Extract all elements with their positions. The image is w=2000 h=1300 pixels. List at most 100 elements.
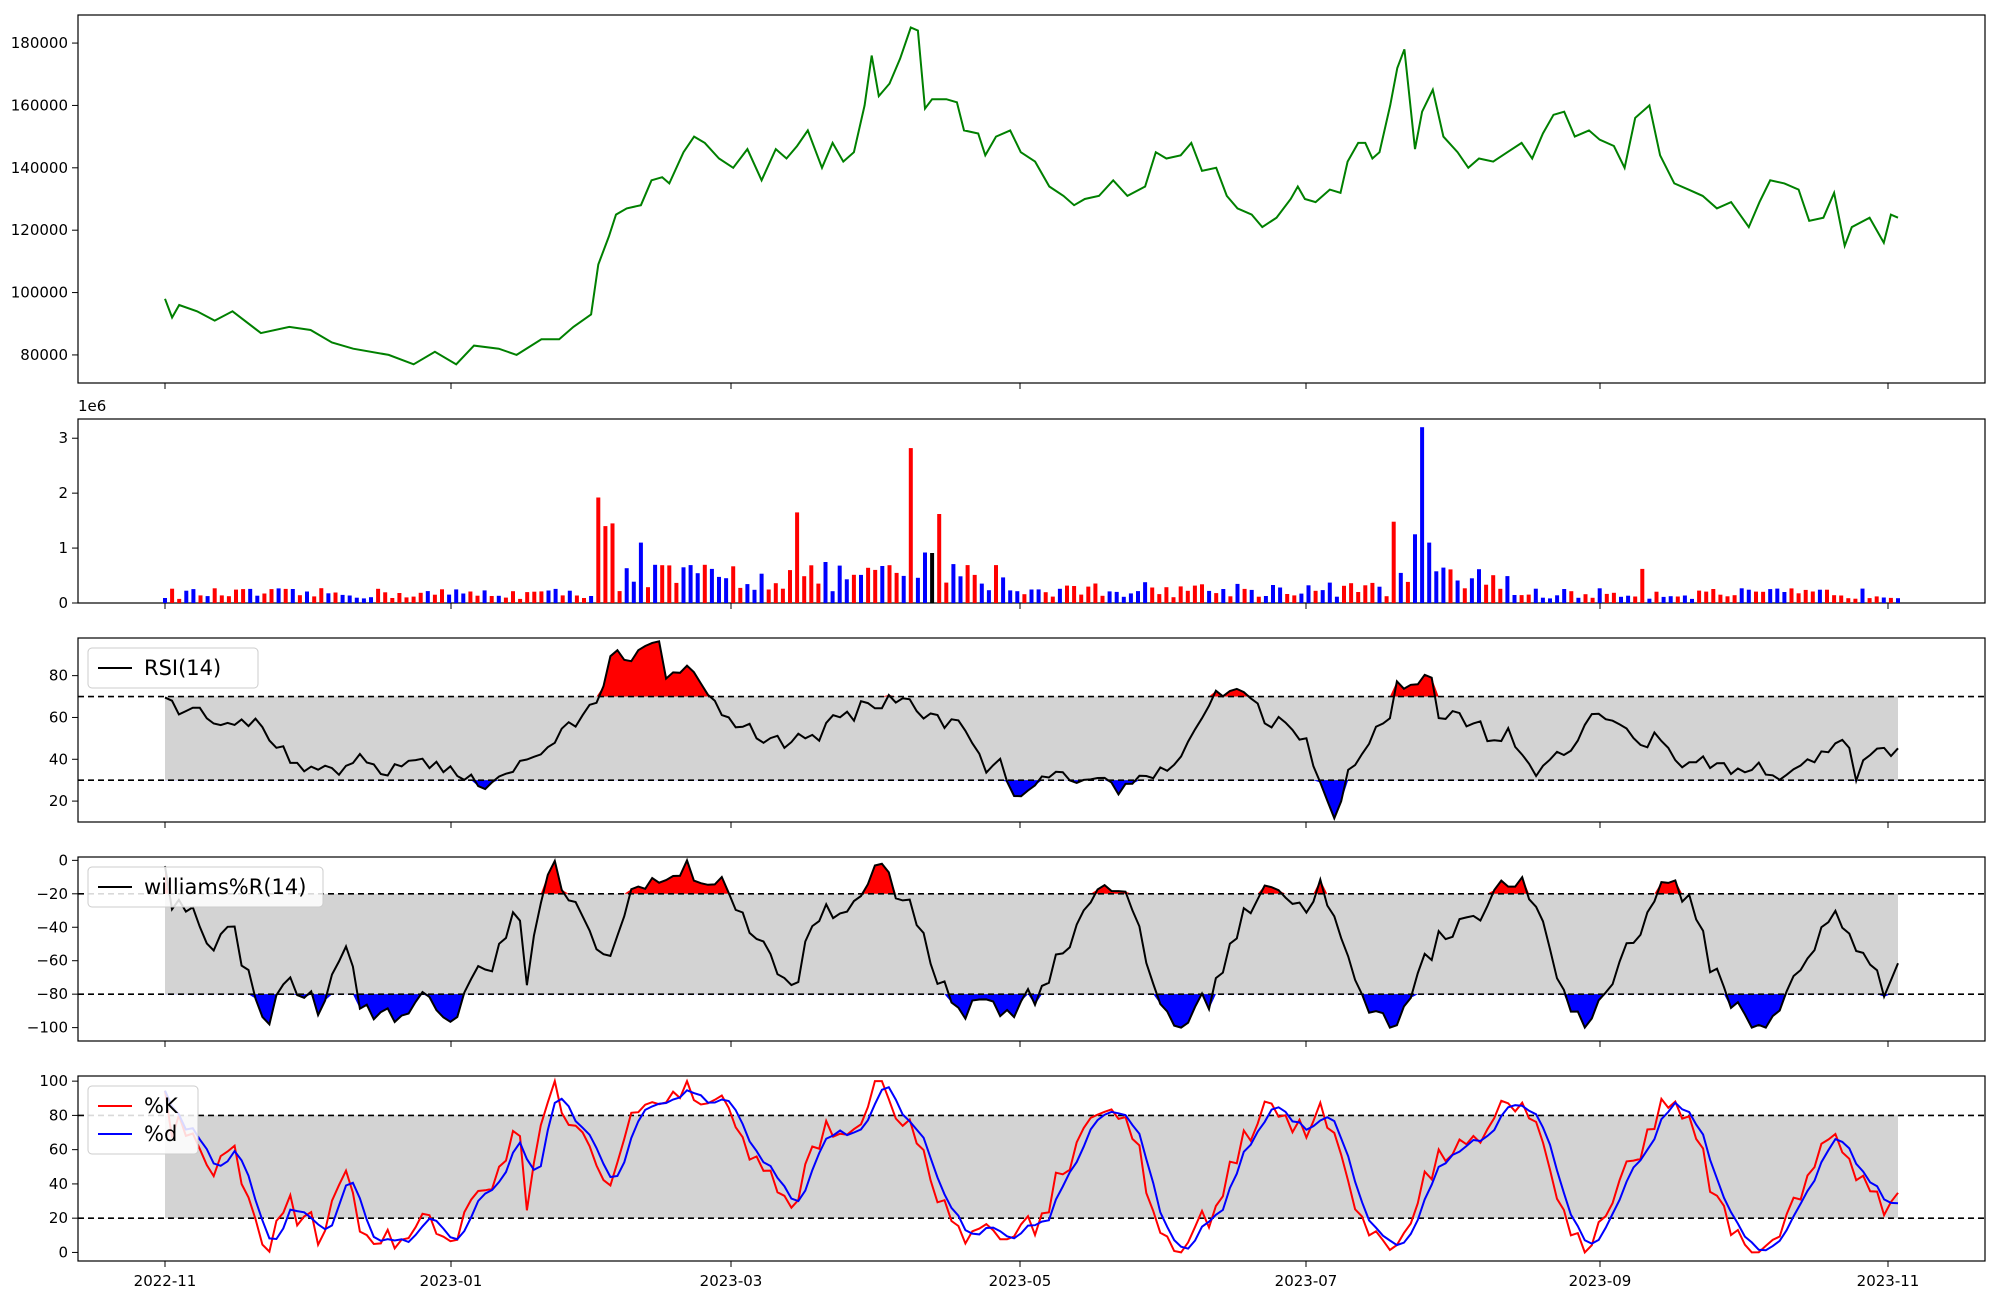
volume-bar (880, 566, 885, 603)
volume-bar (496, 595, 501, 603)
volume-bar (617, 591, 622, 603)
volume-bar (1484, 584, 1489, 603)
volume-bar (1377, 586, 1382, 603)
volume-bar (1398, 572, 1403, 603)
volume-bar (177, 598, 182, 603)
volume-bar (1626, 595, 1631, 603)
volume-bar (1228, 596, 1233, 603)
volume-bar (440, 589, 444, 603)
volume-bar (851, 574, 856, 603)
volume-bar (780, 588, 785, 603)
volume-bar (1611, 592, 1616, 603)
volume-bar (624, 568, 629, 603)
stochastic-axes (77, 1075, 1986, 1262)
volume-bar (1576, 597, 1581, 603)
stochastic-legend (87, 1085, 199, 1155)
williams-line (164, 857, 1899, 1030)
volume-bar (1427, 542, 1432, 603)
xtick-label: 2023-11 (1857, 1272, 1920, 1290)
volume-bar (1825, 589, 1829, 603)
volume-bar (248, 588, 253, 603)
volume-bar (702, 564, 707, 603)
volume-bar (986, 590, 991, 603)
volume-bar (475, 595, 480, 603)
williams-legend-label: williams%R(14) (144, 875, 306, 899)
volume-bar (1320, 590, 1325, 603)
volume-bar (1704, 591, 1709, 603)
volume-bar (759, 573, 764, 603)
volume-bar (567, 590, 572, 603)
volume-bar (326, 593, 331, 603)
volume-bar (1562, 589, 1567, 603)
volume-bar (1391, 521, 1396, 603)
volume-bar (1342, 585, 1346, 603)
volume-bar (638, 542, 643, 603)
volume-bar (1214, 593, 1219, 603)
volume-bar (724, 578, 729, 603)
volume-bar (795, 512, 800, 603)
volume-bar (1583, 594, 1588, 603)
volume-bar (1150, 587, 1155, 603)
volume-bar (1001, 577, 1006, 603)
volume-bar (1107, 591, 1112, 603)
xtick-label: 2023-01 (420, 1272, 483, 1290)
xtick-label: 2022-11 (134, 1272, 197, 1290)
price-axes (77, 14, 1986, 384)
volume-bar (1285, 594, 1290, 603)
volume-bar (354, 597, 359, 603)
volume-bar (1079, 594, 1084, 603)
volume-bar (1853, 598, 1858, 603)
volume-bar (631, 581, 636, 603)
volume-bar (709, 568, 714, 603)
volume-bar (219, 595, 224, 603)
volume-bar (1114, 591, 1119, 603)
volume-bar (1469, 578, 1474, 603)
volume-bar (546, 590, 551, 603)
volume-bar (205, 596, 210, 603)
volume-bar (1569, 591, 1574, 603)
volume-bar (1306, 585, 1311, 603)
volume-bar (418, 592, 423, 603)
stochastic-legend-label: %K (144, 1094, 179, 1118)
volume-bar (1839, 595, 1844, 603)
volume-bar (340, 594, 345, 603)
volume-bar (191, 589, 196, 603)
volume-bar (1690, 598, 1694, 603)
volume-bar (290, 589, 295, 603)
volume-bar (894, 572, 899, 603)
volume-bar (1512, 595, 1517, 603)
volume-bar (859, 574, 863, 603)
volume-bar (1647, 598, 1652, 603)
volume-bar (1420, 427, 1425, 603)
volume-bar (1803, 589, 1808, 603)
xtick-label: 2023-03 (700, 1272, 763, 1290)
price-line (164, 26, 1899, 366)
volume-bar (489, 596, 494, 603)
rsi-line (164, 640, 1899, 821)
volume-bar (1505, 576, 1510, 603)
volume-bar (1384, 596, 1389, 603)
volume-bar (965, 565, 970, 603)
volume-bar (1633, 596, 1638, 603)
volume-bar (1413, 534, 1417, 603)
stochastic-d-line (164, 1085, 1899, 1252)
volume-bar (170, 588, 175, 603)
volume-bar (1036, 589, 1041, 603)
stochastic-ytick-label: 0 (58, 1243, 68, 1261)
volume-bar (1263, 596, 1268, 603)
volume-bar (297, 595, 302, 603)
volume-bar (1761, 591, 1766, 603)
volume-bar (305, 591, 309, 603)
volume-bar (1292, 595, 1297, 603)
volume-bar (1746, 589, 1751, 603)
volume-bar (653, 564, 658, 603)
volume-bar (198, 595, 203, 603)
volume-bar (589, 596, 594, 603)
volume-bar (830, 591, 835, 603)
williams-axes (77, 856, 1986, 1042)
volume-bar (1725, 596, 1730, 603)
stochastic-ytick-label: 40 (49, 1175, 68, 1193)
volume-bar (276, 588, 281, 603)
volume-bar (574, 595, 579, 603)
